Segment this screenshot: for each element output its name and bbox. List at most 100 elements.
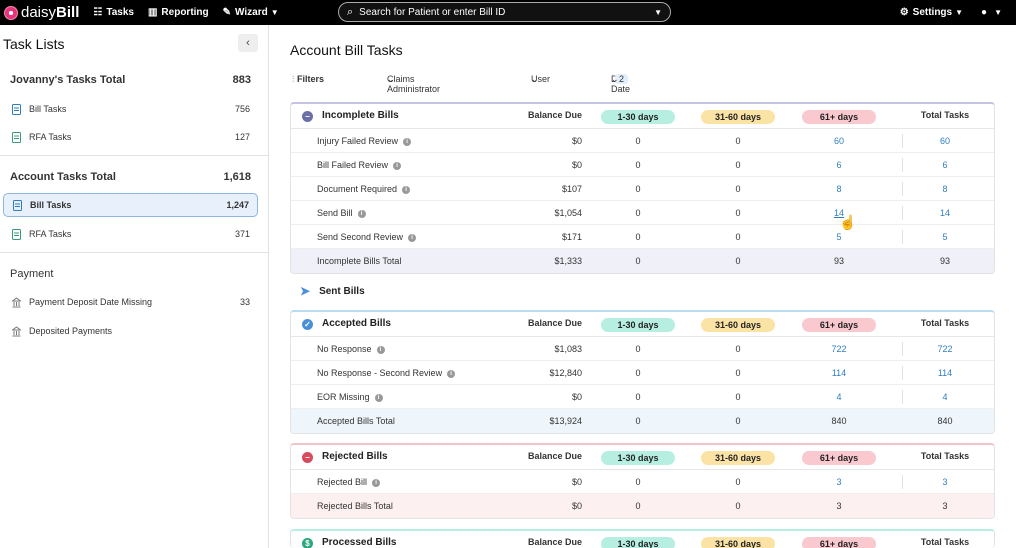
pointer-cursor-icon: ☝ <box>839 214 857 230</box>
sidebar-item-count: 756 <box>234 104 250 114</box>
days-31-60-header: 31-60 days <box>701 537 775 548</box>
info-icon[interactable]: i <box>408 234 417 242</box>
sidebar-item-label: Bill Tasks <box>30 200 72 210</box>
info-icon[interactable]: i <box>447 370 456 378</box>
days-61-plus-link[interactable]: 722 <box>831 344 847 354</box>
sliders-icon: ⫶ <box>292 74 295 84</box>
sidebar-item-jovanny-rfa-tasks[interactable]: RFA Tasks 127 <box>3 125 258 149</box>
total-tasks-link[interactable]: 722 <box>937 344 953 354</box>
sidebar-item-payment-deposit-date-missing[interactable]: Payment Deposit Date Missing 33 <box>3 290 258 314</box>
balance-due-header: Balance Due <box>527 537 582 547</box>
days-31-60-cell: 0 <box>735 416 741 426</box>
total-tasks-link[interactable]: 4 <box>942 392 948 402</box>
document-icon <box>12 103 21 115</box>
days-1-30-cell: 0 <box>635 208 641 218</box>
info-icon[interactable]: i <box>403 138 412 146</box>
total-tasks-header: Total Tasks <box>920 451 970 461</box>
nav-wizard[interactable]: ✎ Wizard ▼ <box>223 7 279 18</box>
balance-due-header: Balance Due <box>527 318 582 328</box>
accepted-bills-card: ✓ Accepted Bills Balance Due 1-30 days 3… <box>290 310 995 434</box>
balance-cell: $12,840 <box>549 368 582 378</box>
balance-cell: $171 <box>561 232 582 242</box>
sidebar-item-deposited-payments[interactable]: Deposited Payments <box>3 319 258 343</box>
nav-settings-label: Settings <box>912 7 953 18</box>
total-tasks-cell: 840 <box>937 416 953 426</box>
dollar-icon: $ <box>302 538 313 548</box>
info-icon[interactable]: i <box>357 210 366 218</box>
days-61-plus-link[interactable]: 114 <box>831 368 847 378</box>
sidebar-title: Task Lists <box>3 36 65 52</box>
days-61-plus-link[interactable]: 60 <box>833 136 844 146</box>
total-tasks-link[interactable]: 8 <box>942 184 948 194</box>
sidebar-item-account-bill-tasks[interactable]: Bill Tasks 1,247 <box>3 193 258 217</box>
sidebar-item-account-rfa-tasks[interactable]: RFA Tasks 371 <box>3 222 258 246</box>
days-31-60-cell: 0 <box>735 160 741 170</box>
column-divider <box>902 475 903 489</box>
table-row: Bill Failed Review i $0 0 0 6 6 <box>291 153 994 177</box>
group-count: 1,618 <box>223 171 251 183</box>
nav-tasks-label: Tasks <box>106 7 134 18</box>
table-row: EOR Missing i $0 0 0 4 4 <box>291 385 994 409</box>
info-icon[interactable]: i <box>393 162 402 170</box>
minus-circle-icon: − <box>302 111 313 122</box>
user-menu[interactable]: ● ▼ <box>981 7 1002 18</box>
days-61-plus-link[interactable]: 5 <box>836 232 842 242</box>
row-label: Send Second Review <box>317 232 404 242</box>
section-title: Accepted Bills <box>322 318 391 329</box>
nav-wizard-label: Wizard <box>235 7 268 18</box>
row-label: Incomplete Bills Total <box>317 256 402 266</box>
total-row: Incomplete Bills Total $1,333 0 0 93 93 <box>291 249 994 273</box>
info-icon[interactable]: i <box>376 346 385 354</box>
balance-cell: $1,333 <box>554 256 582 266</box>
nav-settings[interactable]: ⚙ Settings ▼ <box>900 7 963 18</box>
sidebar-item-jovanny-bill-tasks[interactable]: Bill Tasks 756 <box>3 97 258 121</box>
info-icon[interactable]: i <box>402 186 411 194</box>
search-input[interactable] <box>359 6 655 18</box>
payment-group[interactable]: Payment <box>10 268 251 280</box>
document-icon <box>13 199 22 211</box>
days-31-60-cell: 0 <box>735 184 741 194</box>
filters-label: Filters <box>297 74 325 84</box>
chevron-down-icon: ⌄ <box>387 74 395 84</box>
collapse-sidebar-button[interactable]: ‹ <box>238 34 258 52</box>
days-1-30-cell: 0 <box>635 160 641 170</box>
daisy-logo-icon <box>4 5 18 20</box>
processed-bills-card: $ Processed Bills Balance Due 1-30 days … <box>290 529 995 548</box>
days-61-plus-link[interactable]: 3 <box>836 477 842 487</box>
jovanny-tasks-total[interactable]: Jovanny's Tasks Total 883 <box>10 74 251 86</box>
total-tasks-link[interactable]: 5 <box>942 232 948 242</box>
balance-due-header: Balance Due <box>527 110 582 120</box>
minus-circle-icon: − <box>302 452 313 463</box>
table-row: No Response - Second Review i $12,840 0 0… <box>291 361 994 385</box>
balance-due-header: Balance Due <box>527 451 582 461</box>
days-61-plus-link[interactable]: 14 <box>833 208 844 218</box>
days-31-60-cell: 0 <box>735 477 741 487</box>
total-row: Rejected Bills Total $0 0 0 3 3 <box>291 494 994 518</box>
total-tasks-link[interactable]: 14 <box>939 208 950 218</box>
days-61-plus-link[interactable]: 6 <box>836 160 842 170</box>
info-icon[interactable]: i <box>372 479 381 487</box>
info-icon[interactable]: i <box>374 394 383 402</box>
total-row: Accepted Bills Total $13,924 0 0 840 840 <box>291 409 994 433</box>
gear-icon: ⚙ <box>899 7 909 18</box>
chevron-down-icon[interactable]: ▼ <box>654 7 662 17</box>
sidebar-item-label: Deposited Payments <box>29 326 113 336</box>
patient-search[interactable]: ⌕ ▼ <box>338 2 671 22</box>
sent-bills-heading: ➤ Sent Bills <box>300 284 365 298</box>
group-title: Account Tasks Total <box>10 171 116 183</box>
total-tasks-link[interactable]: 114 <box>937 368 953 378</box>
nav-tasks[interactable]: ☷ Tasks <box>93 7 134 18</box>
nav-reporting[interactable]: ▥ Reporting <box>148 7 209 18</box>
total-tasks-link[interactable]: 6 <box>942 160 948 170</box>
balance-cell: $0 <box>571 160 582 170</box>
total-tasks-link[interactable]: 60 <box>939 136 950 146</box>
filters-toggle[interactable]: ⫶ Filters <box>292 74 324 84</box>
total-tasks-link[interactable]: 3 <box>942 477 948 487</box>
bank-icon <box>12 296 21 307</box>
daisybill-logo[interactable]: daisyBill <box>4 4 79 21</box>
days-61-plus-link[interactable]: 8 <box>836 184 842 194</box>
days-1-30-cell: 0 <box>635 232 641 242</box>
days-61-plus-link[interactable]: 4 <box>836 392 842 402</box>
sidebar-item-label: Payment Deposit Date Missing <box>29 297 153 307</box>
account-tasks-total[interactable]: Account Tasks Total 1,618 <box>10 171 251 183</box>
